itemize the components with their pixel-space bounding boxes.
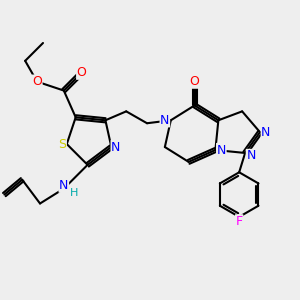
Text: O: O — [77, 66, 87, 79]
Text: N: N — [246, 149, 256, 162]
Text: F: F — [236, 215, 243, 228]
Text: S: S — [58, 138, 66, 151]
Text: H: H — [70, 188, 78, 198]
Text: N: N — [217, 143, 226, 157]
Text: N: N — [160, 114, 170, 127]
Text: N: N — [261, 126, 271, 139]
Text: N: N — [111, 140, 121, 154]
Text: O: O — [32, 75, 42, 88]
Text: O: O — [190, 75, 200, 88]
Text: N: N — [59, 179, 68, 192]
